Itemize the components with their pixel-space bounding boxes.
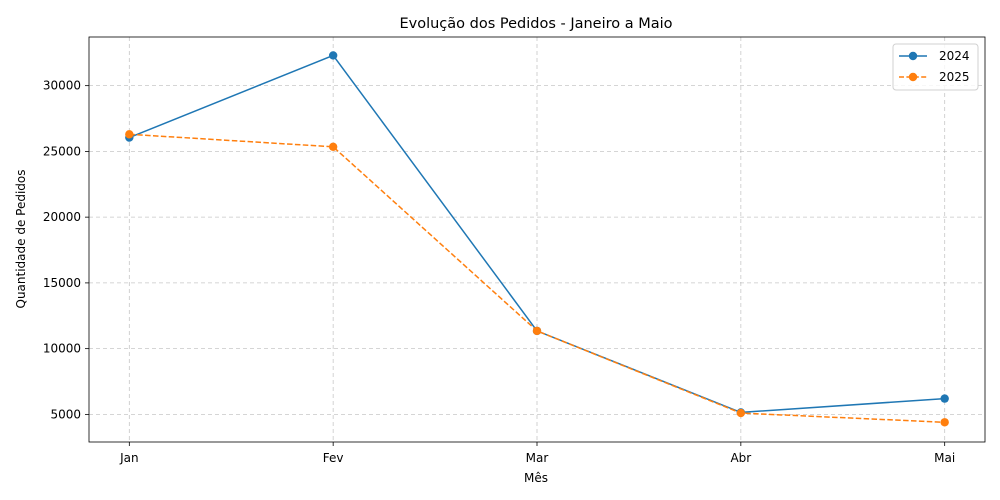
legend-item-2024: 2024 [899, 49, 970, 63]
series-2025 [125, 130, 949, 427]
y-tick-label: 10000 [43, 342, 81, 356]
y-tick-label: 5000 [50, 407, 81, 421]
legend-label: 2024 [939, 49, 970, 63]
data-point-2025-Fev [328, 142, 338, 151]
grid [89, 37, 985, 442]
x-tick-label: Jan [119, 451, 139, 465]
x-tick-label: Fev [323, 451, 344, 465]
y-tick-label: 20000 [43, 210, 81, 224]
y-axis-title: Quantidade de Pedidos [14, 169, 28, 308]
plot-frame [88, 36, 986, 443]
x-tick-label: Abr [730, 451, 751, 465]
series-group [125, 51, 949, 427]
x-tick-label: Mai [934, 451, 955, 465]
data-point-2025-Jan [125, 130, 134, 139]
data-point-2024-Mai [940, 394, 949, 403]
data-point-2025-Mai [940, 418, 949, 427]
data-point-2024-Fev [328, 51, 338, 60]
x-tick-label: Mar [526, 451, 549, 465]
y-tick-label: 30000 [43, 79, 81, 93]
y-tick-label: 25000 [43, 144, 81, 158]
data-point-2025-Abr [736, 408, 746, 418]
legend: 2024 2025 [892, 43, 979, 91]
legend-marker [908, 51, 918, 61]
axes: Jan Fev Mar Abr Mai 5000 10000 15000 20000 25000 3… [43, 36, 986, 465]
legend-label: 2025 [939, 70, 970, 84]
x-axis-title: Mês [524, 471, 548, 485]
y-tick-label: 15000 [43, 276, 81, 290]
chart-title: Evolução dos Pedidos - Janeiro a Maio [399, 16, 672, 32]
legend-item-2025: 2025 [899, 70, 970, 84]
legend-marker [908, 72, 918, 82]
data-point-2025-Mar [532, 326, 542, 336]
